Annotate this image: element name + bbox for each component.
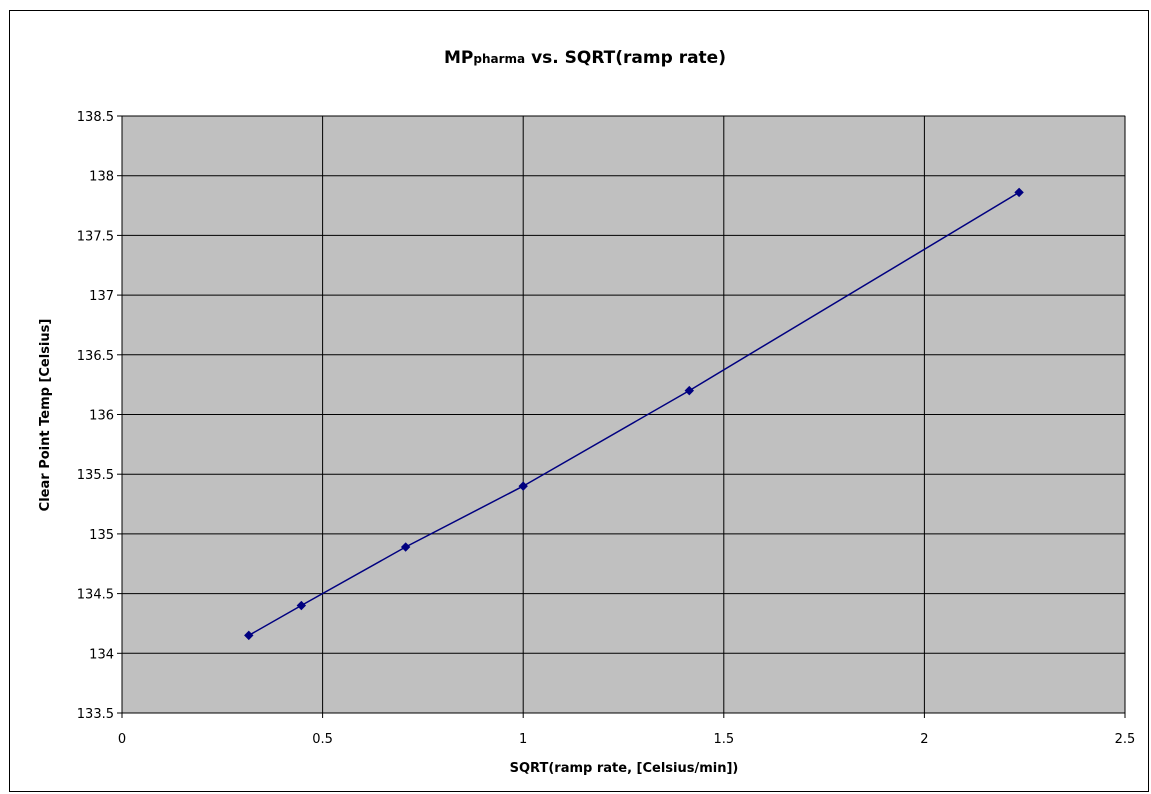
y-tick-label: 138 — [89, 170, 114, 185]
x-axis-label: SQRT(ramp rate, [Celsius/min]) — [510, 761, 739, 776]
data-point — [1014, 187, 1024, 198]
x-tick-label: 2.5 — [1115, 732, 1136, 747]
y-tick-label: 137.5 — [77, 229, 114, 244]
y-tick-label: 134.5 — [77, 588, 114, 603]
series-group — [244, 187, 1024, 641]
x-tick-label: 0 — [118, 732, 126, 747]
y-axis-label: Clear Point Temp [Celsius] — [38, 319, 53, 512]
y-tick-label: 136 — [89, 409, 114, 424]
chart-title: MPpharma vs. SQRT(ramp rate) — [444, 48, 726, 68]
y-tick-label: 137 — [89, 289, 114, 304]
x-axis: 0 0.5 1 1.5 2 2.5 — [118, 712, 1136, 747]
grid-lines — [121, 115, 1126, 714]
y-axis: 133.5 134 134.5 135 135.5 136 136.5 137 137.5 138… — [77, 110, 123, 722]
y-tick-label: 138.5 — [77, 110, 114, 125]
data-point — [400, 542, 411, 552]
y-tick-label: 134 — [89, 647, 114, 662]
data-point — [296, 600, 307, 611]
y-tick-label: 135 — [89, 528, 114, 543]
data-point — [518, 481, 528, 491]
x-tick-label: 0.5 — [312, 732, 333, 747]
series-line — [248, 191, 1020, 637]
data-point — [244, 630, 254, 641]
x-tick-label: 2 — [920, 732, 928, 747]
x-tick-label: 1.5 — [713, 732, 734, 747]
y-tick-label: 136.5 — [77, 349, 114, 364]
y-tick-label: 133.5 — [77, 707, 114, 722]
data-point — [684, 385, 695, 396]
y-tick-label: 135.5 — [77, 468, 114, 483]
x-tick-label: 1 — [519, 732, 527, 747]
